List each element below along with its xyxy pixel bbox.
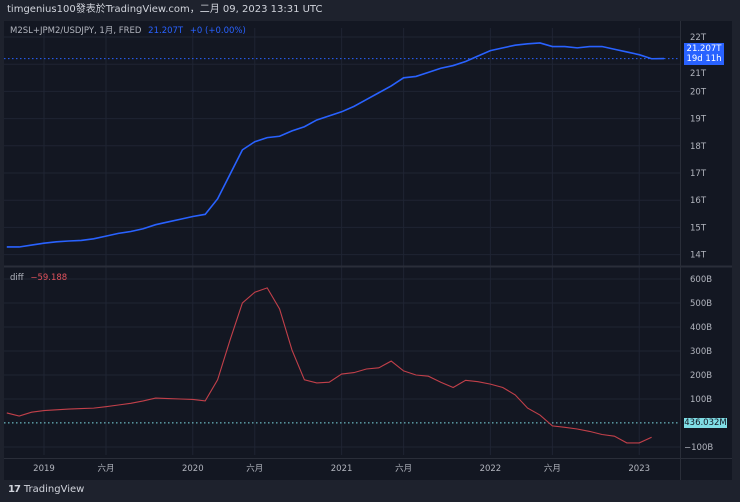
x-tick-label: 2021 [331,464,353,474]
y-tick-label: 21T [690,69,707,79]
x-tick-label: 六月 [246,463,263,474]
y-tick-label: 15T [690,223,707,233]
price-label-value: 21.207T [686,44,722,54]
m2-series-line [6,42,665,248]
y-tick-label: 22T [690,33,707,43]
y-tick-label: 18T [690,142,707,152]
y-tick-label: 17T [690,169,707,179]
y-tick-label: 200B [690,371,712,381]
top-price-label: 21.207T 19d 11h [684,43,724,65]
indicator-value: −59.188 [30,273,68,283]
y-tick-label: 14T [690,251,707,261]
footer: 17 TradingView [8,484,84,495]
symbol-change: +0 (+0.00%) [189,26,246,36]
y-tick-label: 400B [690,323,712,333]
x-tick-label: 2019 [33,464,55,474]
indicator-label: diff [10,273,24,283]
x-tick-label: 六月 [395,463,412,474]
diff-series-line [6,287,652,444]
y-tick-label: 20T [690,87,707,97]
tradingview-logo-icon: 17 [8,484,21,495]
y-tick-label: 600B [690,275,712,285]
y-tick-label: 300B [690,347,712,357]
symbol-label: M2SL+JPM2/USDJPY, 1月, FRED [10,26,142,36]
x-tick-label: 六月 [544,463,561,474]
chart-frame [4,21,732,480]
y-tick-label: 500B [690,299,712,309]
bottom-price-label: 436.032M [684,418,727,428]
x-tick-label: 六月 [97,463,114,474]
x-tick-label: 2022 [480,464,502,474]
x-tick-label: 2020 [182,464,204,474]
symbol-value: 21.207T [148,26,184,36]
top-pane-legend[interactable]: M2SL+JPM2/USDJPY, 1月, FRED 21.207T +0 (+… [10,24,250,36]
y-tick-label: 16T [690,196,707,206]
bottom-pane-legend[interactable]: diff −59.188 [10,273,71,283]
y-tick-label: 19T [690,115,707,125]
y-tick-label: −100B [684,443,713,453]
price-label-countdown: 19d 11h [686,54,722,64]
brand-name: TradingView [23,484,85,495]
y-tick-label: 100B [690,395,712,405]
x-tick-label: 2023 [628,464,650,474]
chart-header: timgenius100發表於TradingView.com，二月 09, 20… [7,4,323,15]
